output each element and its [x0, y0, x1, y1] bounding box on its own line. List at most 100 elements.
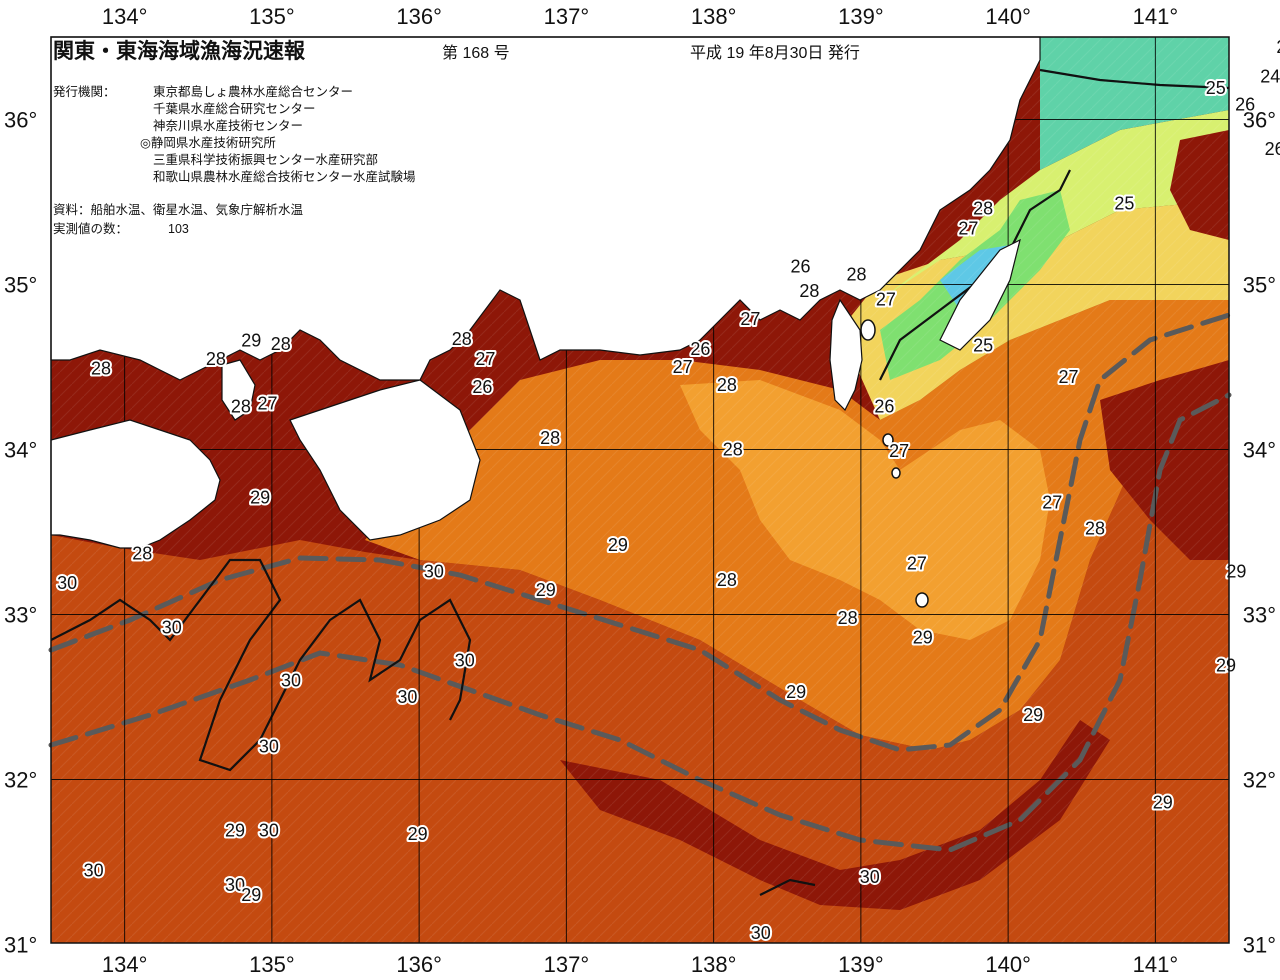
isotherm-value-label: 27 — [1042, 492, 1062, 512]
lon-tick-label-bottom: 136° — [396, 952, 442, 977]
isotherm-value-label: 27 — [475, 349, 495, 369]
isotherm-value-label: 28 — [846, 265, 866, 285]
isotherm-value-label: 24 — [1260, 67, 1280, 87]
bulletin-title: 関東・東海海域漁海況速報 — [53, 39, 306, 63]
isotherm-value-label: 28 — [723, 440, 743, 460]
kuroshio-axis-outer — [48, 392, 1232, 853]
issue-date: 平成 19 年8月30日 発行 — [690, 44, 860, 62]
isotherm-value-label: 28 — [1085, 519, 1105, 539]
lat-tick-label-left: 31° — [4, 933, 37, 958]
land-boso — [939, 238, 1021, 351]
isotherm-value-label: 30 — [455, 651, 475, 671]
lon-tick-label-bottom: 140° — [985, 952, 1031, 977]
isotherm-value-label: 26 — [1235, 95, 1255, 115]
isotherm-value-label: 29 — [913, 628, 933, 648]
agency-item: 東京都島しょ農林水産総合センター — [153, 84, 353, 99]
lon-tick-label-top: 135° — [249, 4, 295, 29]
isotherm-value-label: 27 — [1058, 367, 1078, 387]
isotherm-value-label: 28 — [717, 375, 737, 395]
lon-tick-label-top: 140° — [985, 4, 1031, 29]
isotherm-value-label: 29 — [241, 331, 261, 351]
agencies-label: 発行機関： — [53, 84, 116, 99]
agency-item-lead: ◎静岡県水産技術研究所 — [140, 135, 276, 150]
isotherm-value-label: 30 — [751, 923, 771, 943]
isotherm-value-label: 30 — [397, 687, 417, 707]
island-hachijo — [915, 592, 929, 608]
isotherm-30-south — [759, 878, 816, 896]
isotherm-value-label: 30 — [57, 573, 77, 593]
isotherm-value-label: 30 — [259, 737, 279, 757]
data-sources: 資料：船舶水温、衛星水温、気象庁解析水温 — [53, 202, 304, 217]
agency-item: 千葉県水産総合研究センター — [153, 101, 316, 116]
isotherm-value-label: 28 — [799, 281, 819, 301]
map-frame — [50, 36, 1230, 944]
isotherm-value-label: 28 — [132, 543, 152, 563]
isotherm-value-label: 29 — [408, 824, 428, 844]
island-niijima — [882, 433, 894, 447]
lat-tick-label-right: 36° — [1243, 108, 1276, 133]
isotherm-value-label: 28 — [717, 570, 737, 590]
issue-number: 第 168 号 — [442, 44, 510, 62]
isotherm-value-label: 26 — [690, 339, 710, 359]
isotherm-value-label: 25 — [1206, 78, 1226, 98]
lat-tick-label-right: 33° — [1243, 603, 1276, 628]
isotherm-value-label: 29 — [241, 885, 261, 905]
isotherm-value-label: 28 — [452, 329, 472, 349]
lon-tick-label-bottom: 134° — [102, 952, 148, 977]
sample-count-label: 実測値の数： — [53, 221, 128, 236]
isotherm-value-label: 28 — [206, 349, 226, 369]
lon-tick-label-top: 141° — [1133, 4, 1179, 29]
isotherm-value-label: 29 — [1153, 793, 1173, 813]
kuroshio-axis-inner — [48, 312, 1232, 753]
lon-tick-label-bottom: 138° — [691, 952, 737, 977]
lat-tick-label-right: 35° — [1243, 273, 1276, 298]
lon-tick-label-bottom: 141° — [1133, 952, 1179, 977]
agency-item: 三重県科学技術振興センター水産研究部 — [153, 152, 378, 167]
lon-tick-label-top: 139° — [838, 4, 884, 29]
isotherm-value-label: 29 — [1216, 656, 1236, 676]
lon-tick-label-top: 134° — [102, 4, 148, 29]
lat-tick-label-left: 36° — [4, 108, 37, 133]
lat-tick-label-left: 34° — [4, 438, 37, 463]
isotherm-value-label: 26 — [472, 377, 492, 397]
isotherm-value-label: 27 — [907, 553, 927, 573]
isotherm-value-label: 29 — [250, 487, 270, 507]
isotherm-value-label: 29 — [225, 821, 245, 841]
isotherm-value-label: 27 — [876, 289, 896, 309]
lon-tick-label-bottom: 135° — [249, 952, 295, 977]
sample-count-value: 103 — [168, 222, 189, 236]
isotherm-value-label: 26 — [790, 256, 810, 276]
land-awaji — [221, 359, 256, 421]
isotherm-value-label: 30 — [84, 860, 104, 880]
isotherm-value-label: 29 — [608, 535, 628, 555]
isotherm-value-label: 28 — [271, 334, 291, 354]
isotherm-value-label: 27 — [740, 309, 760, 329]
lon-tick-label-top: 137° — [544, 4, 590, 29]
bulletin-header: 関東・東海海域漁海況速報 第 168 号 平成 19 年8月30日 発行 発行機… — [53, 39, 860, 236]
land-mask — [50, 36, 1041, 549]
axis-ticks: 134° 134° 135° 135° 136° 136° 137° 137° 138° 138°… — [4, 4, 1280, 977]
island-miyake — [891, 467, 901, 479]
isotherm-24 — [1039, 68, 1230, 90]
lon-tick-label-bottom: 137° — [544, 952, 590, 977]
land-izu-peninsula — [829, 298, 863, 412]
kuroshio-axis — [48, 312, 1232, 853]
land-honshu-west — [50, 36, 1041, 381]
isotherm-labels: 2324252626292528272628282727252627272826… — [55, 35, 1280, 945]
lat-tick-label-left: 32° — [4, 768, 37, 793]
isotherm-value-label: 26 — [1265, 139, 1280, 159]
isotherm-value-label: 27 — [257, 393, 277, 413]
isotherm-value-label: 25 — [973, 336, 993, 356]
isotherm-value-label: 30 — [860, 867, 880, 887]
lat-tick-label-right: 32° — [1243, 768, 1276, 793]
isotherm-30-west — [50, 558, 472, 772]
lon-tick-label-top: 136° — [396, 4, 442, 29]
isotherm-value-label: 26 — [874, 397, 894, 417]
islands — [860, 319, 929, 608]
isotherm-value-label: 27 — [958, 218, 978, 238]
lon-tick-label-bottom: 139° — [838, 952, 884, 977]
isotherm-value-label: 28 — [540, 428, 560, 448]
isotherm-value-label: 28 — [91, 359, 111, 379]
isotherm-value-label: 30 — [225, 875, 245, 895]
